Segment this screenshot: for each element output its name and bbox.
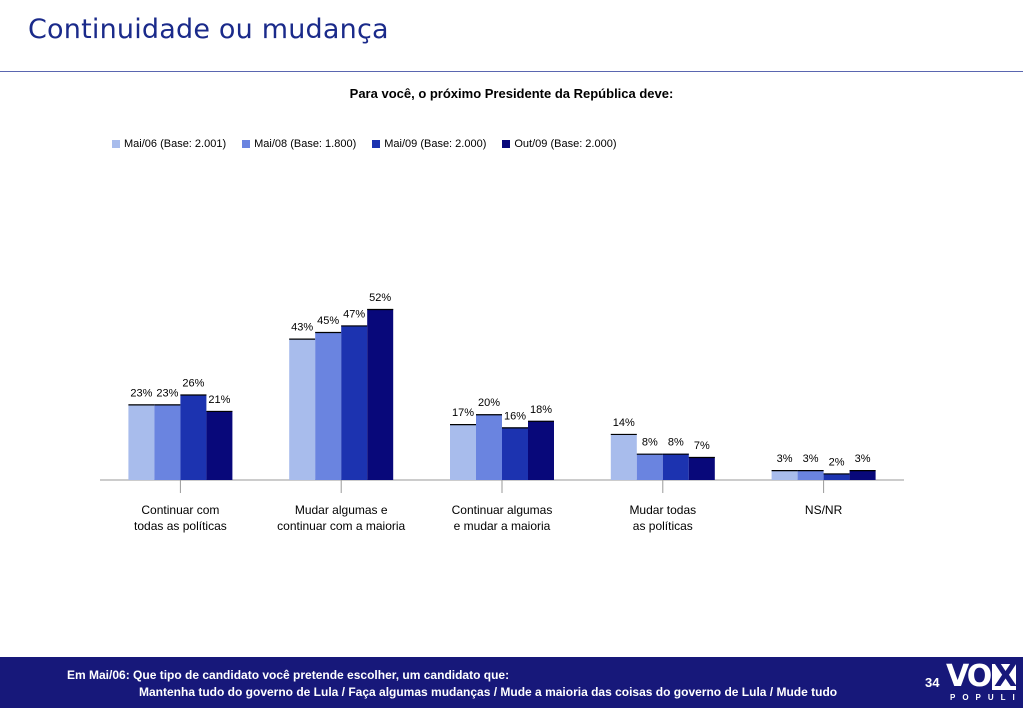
legend-label-mai06: Mai/06 (Base: 2.001)	[124, 138, 227, 150]
category-label: Mudar algumas e	[295, 503, 388, 517]
bar	[610, 433, 637, 480]
legend-item-mai06: Mai/06 (Base: 2.001)	[112, 138, 226, 150]
logo-x-letter: X	[994, 659, 1018, 694]
bar	[476, 414, 502, 480]
bar	[315, 332, 342, 480]
category-label: continuar com a maioria	[277, 519, 405, 533]
bar	[502, 427, 528, 480]
bar-value-label: 20%	[478, 397, 500, 409]
legend-label-mai08: Mai/08 (Base: 1.800)	[254, 138, 357, 150]
bar-value-label: 16%	[504, 410, 526, 422]
bar	[688, 456, 715, 480]
category-label: NS/NR	[805, 503, 843, 517]
category-label: e mudar a maioria	[454, 519, 551, 533]
legend-label-mai09: Mai/09 (Base: 2.000)	[384, 138, 487, 150]
bar-value-label: 3%	[855, 453, 871, 465]
footer-options: Mantenha tudo do governo de Lula / Faça …	[139, 685, 838, 699]
bar-value-label: 21%	[208, 394, 230, 406]
bar	[154, 404, 181, 480]
bar-value-label: 2%	[829, 456, 845, 468]
logo-word: VO	[946, 659, 992, 694]
bar	[450, 424, 476, 480]
bar-value-label: 23%	[156, 387, 178, 399]
legend-item-out09: Out/09 (Base: 2.000)	[502, 138, 617, 150]
legend-swatch-mai09	[372, 140, 381, 148]
bar	[180, 394, 207, 480]
bar-value-label: 8%	[642, 437, 658, 449]
logo-x-box	[992, 664, 1016, 690]
legend-swatch-out09	[502, 140, 511, 148]
bar-value-label: 47%	[343, 308, 365, 320]
bar	[823, 473, 850, 480]
category-label: todas as políticas	[134, 519, 227, 533]
bar	[849, 470, 876, 480]
bar-value-label: 17%	[452, 407, 474, 419]
bar-value-label: 45%	[317, 315, 339, 327]
category-label: as políticas	[633, 519, 693, 533]
legend-item-mai08: Mai/08 (Base: 1.800)	[242, 138, 356, 150]
legend-swatch-mai08	[242, 140, 251, 148]
bar	[797, 470, 824, 480]
chart-title: Para você, o próximo Presidente da Repúb…	[349, 86, 674, 101]
bar-value-label: 26%	[182, 378, 204, 390]
bar-value-label: 3%	[777, 453, 793, 465]
logo-populi: POPULI	[950, 693, 1022, 702]
category-label: Continuar algumas	[452, 503, 553, 517]
bar	[771, 470, 798, 480]
bar	[206, 410, 233, 480]
bar-value-label: 52%	[369, 292, 391, 304]
category-label: Continuar com	[141, 503, 219, 517]
bar	[367, 309, 394, 480]
bar	[662, 453, 689, 480]
page-title: Continuidade ou mudança	[28, 14, 389, 45]
title-divider	[0, 71, 1023, 72]
legend-item-mai09: Mai/09 (Base: 2.000)	[372, 138, 486, 150]
vox-populi-logo: VO X POPULI	[946, 659, 1018, 705]
bar-value-label: 8%	[668, 437, 684, 449]
bar	[289, 338, 316, 480]
footer-question: Em Mai/06: Que tipo de candidato você pr…	[67, 668, 510, 682]
bar-value-label: 7%	[694, 440, 710, 452]
bar	[528, 420, 554, 480]
bar	[128, 404, 155, 480]
bar-value-label: 23%	[130, 387, 152, 399]
bar-value-label: 43%	[291, 322, 313, 334]
bar-value-label: 14%	[613, 417, 635, 429]
bar-value-label: 18%	[530, 404, 552, 416]
bar	[341, 325, 368, 480]
page-number: 34	[925, 675, 940, 690]
bar-value-label: 3%	[803, 453, 819, 465]
footer-bar: Em Mai/06: Que tipo de candidato você pr…	[0, 657, 1023, 708]
legend-label-out09: Out/09 (Base: 2.000)	[514, 138, 617, 150]
chart-legend: Mai/06 (Base: 2.001) Mai/08 (Base: 1.800…	[112, 138, 617, 150]
category-label: Mudar todas	[629, 503, 696, 517]
legend-swatch-mai06	[112, 140, 120, 148]
bar-chart: 23% 23% 26% 21% Continuar com todas as políti…	[100, 292, 904, 533]
bar	[636, 453, 663, 480]
